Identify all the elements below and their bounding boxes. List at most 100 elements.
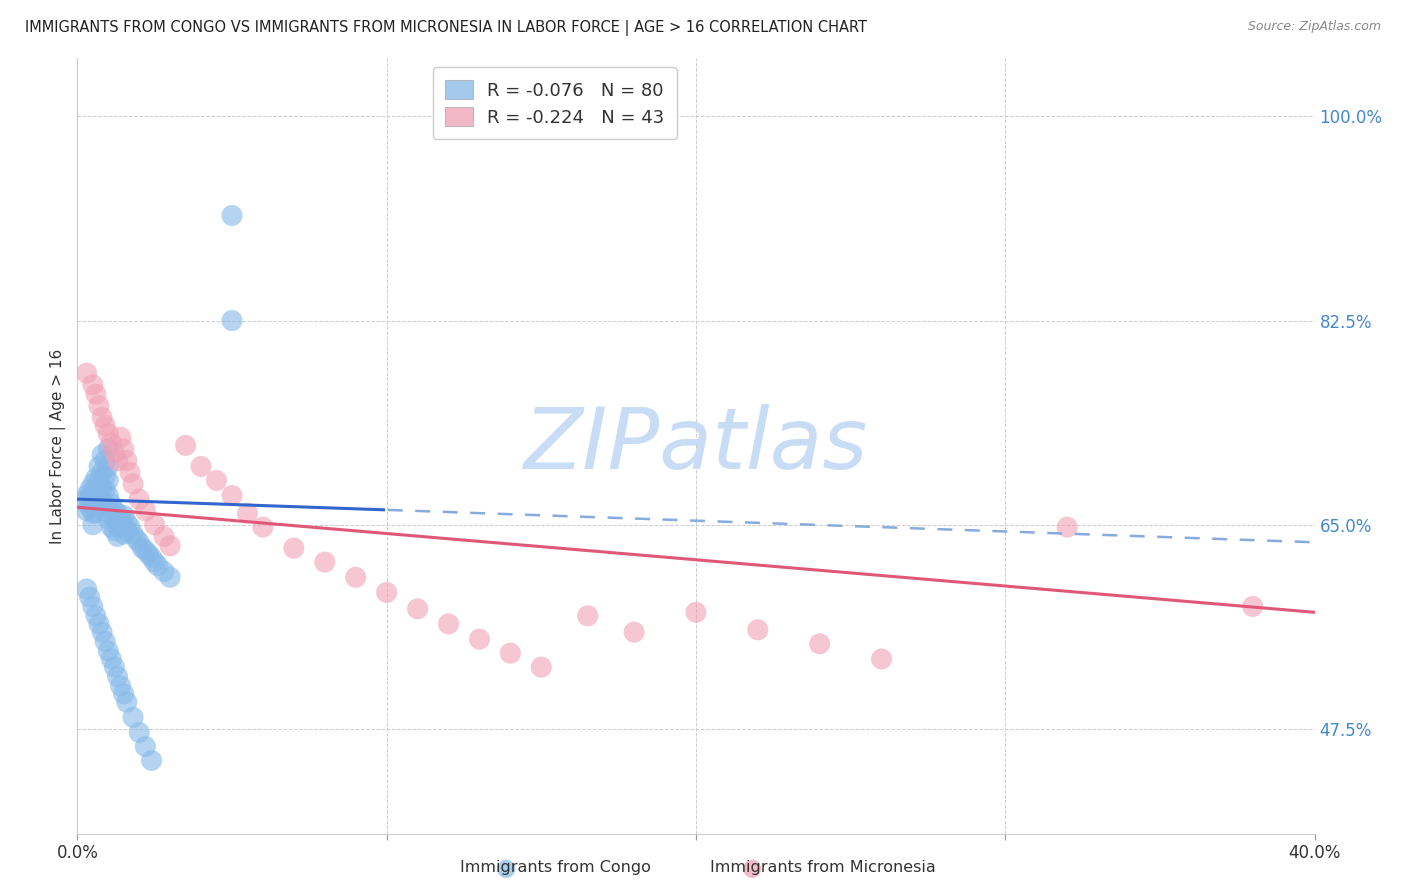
Point — [252, 520, 274, 534]
Text: ZIPatlas: ZIPatlas — [524, 404, 868, 488]
Point — [91, 448, 114, 462]
Point — [82, 485, 104, 500]
Point — [100, 652, 122, 666]
Text: Source: ZipAtlas.com: Source: ZipAtlas.com — [1247, 20, 1381, 33]
Point — [112, 442, 135, 456]
Point — [112, 527, 135, 541]
Point — [72, 494, 94, 508]
Point — [143, 555, 166, 569]
Point — [118, 520, 141, 534]
Point — [103, 660, 125, 674]
Point — [138, 547, 160, 561]
Point — [115, 516, 138, 530]
Point — [115, 453, 138, 467]
Text: ●: ● — [496, 856, 516, 880]
Point — [94, 418, 117, 433]
Text: IMMIGRANTS FROM CONGO VS IMMIGRANTS FROM MICRONESIA IN LABOR FORCE | AGE > 16 CO: IMMIGRANTS FROM CONGO VS IMMIGRANTS FROM… — [25, 20, 868, 36]
Text: Immigrants from Congo: Immigrants from Congo — [460, 861, 651, 875]
Point — [623, 625, 645, 640]
Point — [143, 517, 166, 532]
Point — [97, 489, 120, 503]
Point — [344, 570, 367, 584]
Point — [110, 520, 132, 534]
Point — [82, 494, 104, 508]
Point — [100, 497, 122, 511]
Point — [110, 679, 132, 693]
Point — [174, 438, 197, 452]
Point — [107, 453, 129, 467]
Point — [112, 517, 135, 532]
Point — [107, 669, 129, 683]
Point — [100, 508, 122, 523]
Point — [91, 494, 114, 508]
Point — [314, 555, 336, 569]
Point — [87, 399, 110, 413]
Point — [97, 500, 120, 515]
Point — [84, 506, 107, 520]
Y-axis label: In Labor Force | Age > 16: In Labor Force | Age > 16 — [51, 349, 66, 543]
Point — [221, 489, 243, 503]
Point — [82, 377, 104, 392]
Point — [87, 459, 110, 474]
Point — [128, 492, 150, 507]
Point — [112, 508, 135, 523]
Point — [79, 492, 101, 507]
Point — [82, 599, 104, 614]
Point — [107, 506, 129, 520]
Point — [76, 582, 98, 596]
Point — [115, 695, 138, 709]
Point — [82, 506, 104, 520]
Point — [103, 504, 125, 518]
Point — [406, 602, 429, 616]
Point — [236, 506, 259, 520]
Point — [97, 644, 120, 658]
Point — [97, 512, 120, 526]
Point — [103, 445, 125, 459]
Point — [128, 725, 150, 739]
Point — [84, 608, 107, 623]
Point — [84, 387, 107, 401]
Point — [134, 504, 156, 518]
Point — [87, 489, 110, 503]
Point — [221, 313, 243, 327]
Point — [1241, 599, 1264, 614]
Point — [576, 608, 599, 623]
Point — [82, 517, 104, 532]
Point — [530, 660, 553, 674]
Point — [122, 710, 145, 724]
Point — [103, 524, 125, 538]
Point — [437, 617, 460, 632]
Point — [190, 459, 212, 474]
Point — [100, 436, 122, 450]
Point — [84, 494, 107, 508]
Point — [1056, 520, 1078, 534]
Point — [221, 209, 243, 223]
Point — [103, 512, 125, 526]
Text: Immigrants from Micronesia: Immigrants from Micronesia — [710, 861, 935, 875]
Point — [94, 468, 117, 483]
Text: ●: ● — [742, 856, 762, 880]
Point — [134, 739, 156, 754]
Point — [107, 517, 129, 532]
Point — [747, 623, 769, 637]
Point — [468, 632, 491, 647]
Point — [153, 565, 176, 579]
Point — [94, 453, 117, 467]
Point — [685, 605, 707, 619]
Point — [79, 483, 101, 497]
Point — [122, 477, 145, 491]
Point — [141, 754, 163, 768]
Point — [91, 625, 114, 640]
Point — [79, 500, 101, 515]
Point — [153, 529, 176, 543]
Point — [141, 550, 163, 565]
Point — [118, 465, 141, 479]
Point — [107, 529, 129, 543]
Point — [375, 585, 398, 599]
Point — [82, 477, 104, 491]
Point — [159, 539, 181, 553]
Legend: R = -0.076   N = 80, R = -0.224   N = 43: R = -0.076 N = 80, R = -0.224 N = 43 — [433, 67, 676, 139]
Point — [97, 442, 120, 456]
Point — [134, 543, 156, 558]
Point — [283, 541, 305, 555]
